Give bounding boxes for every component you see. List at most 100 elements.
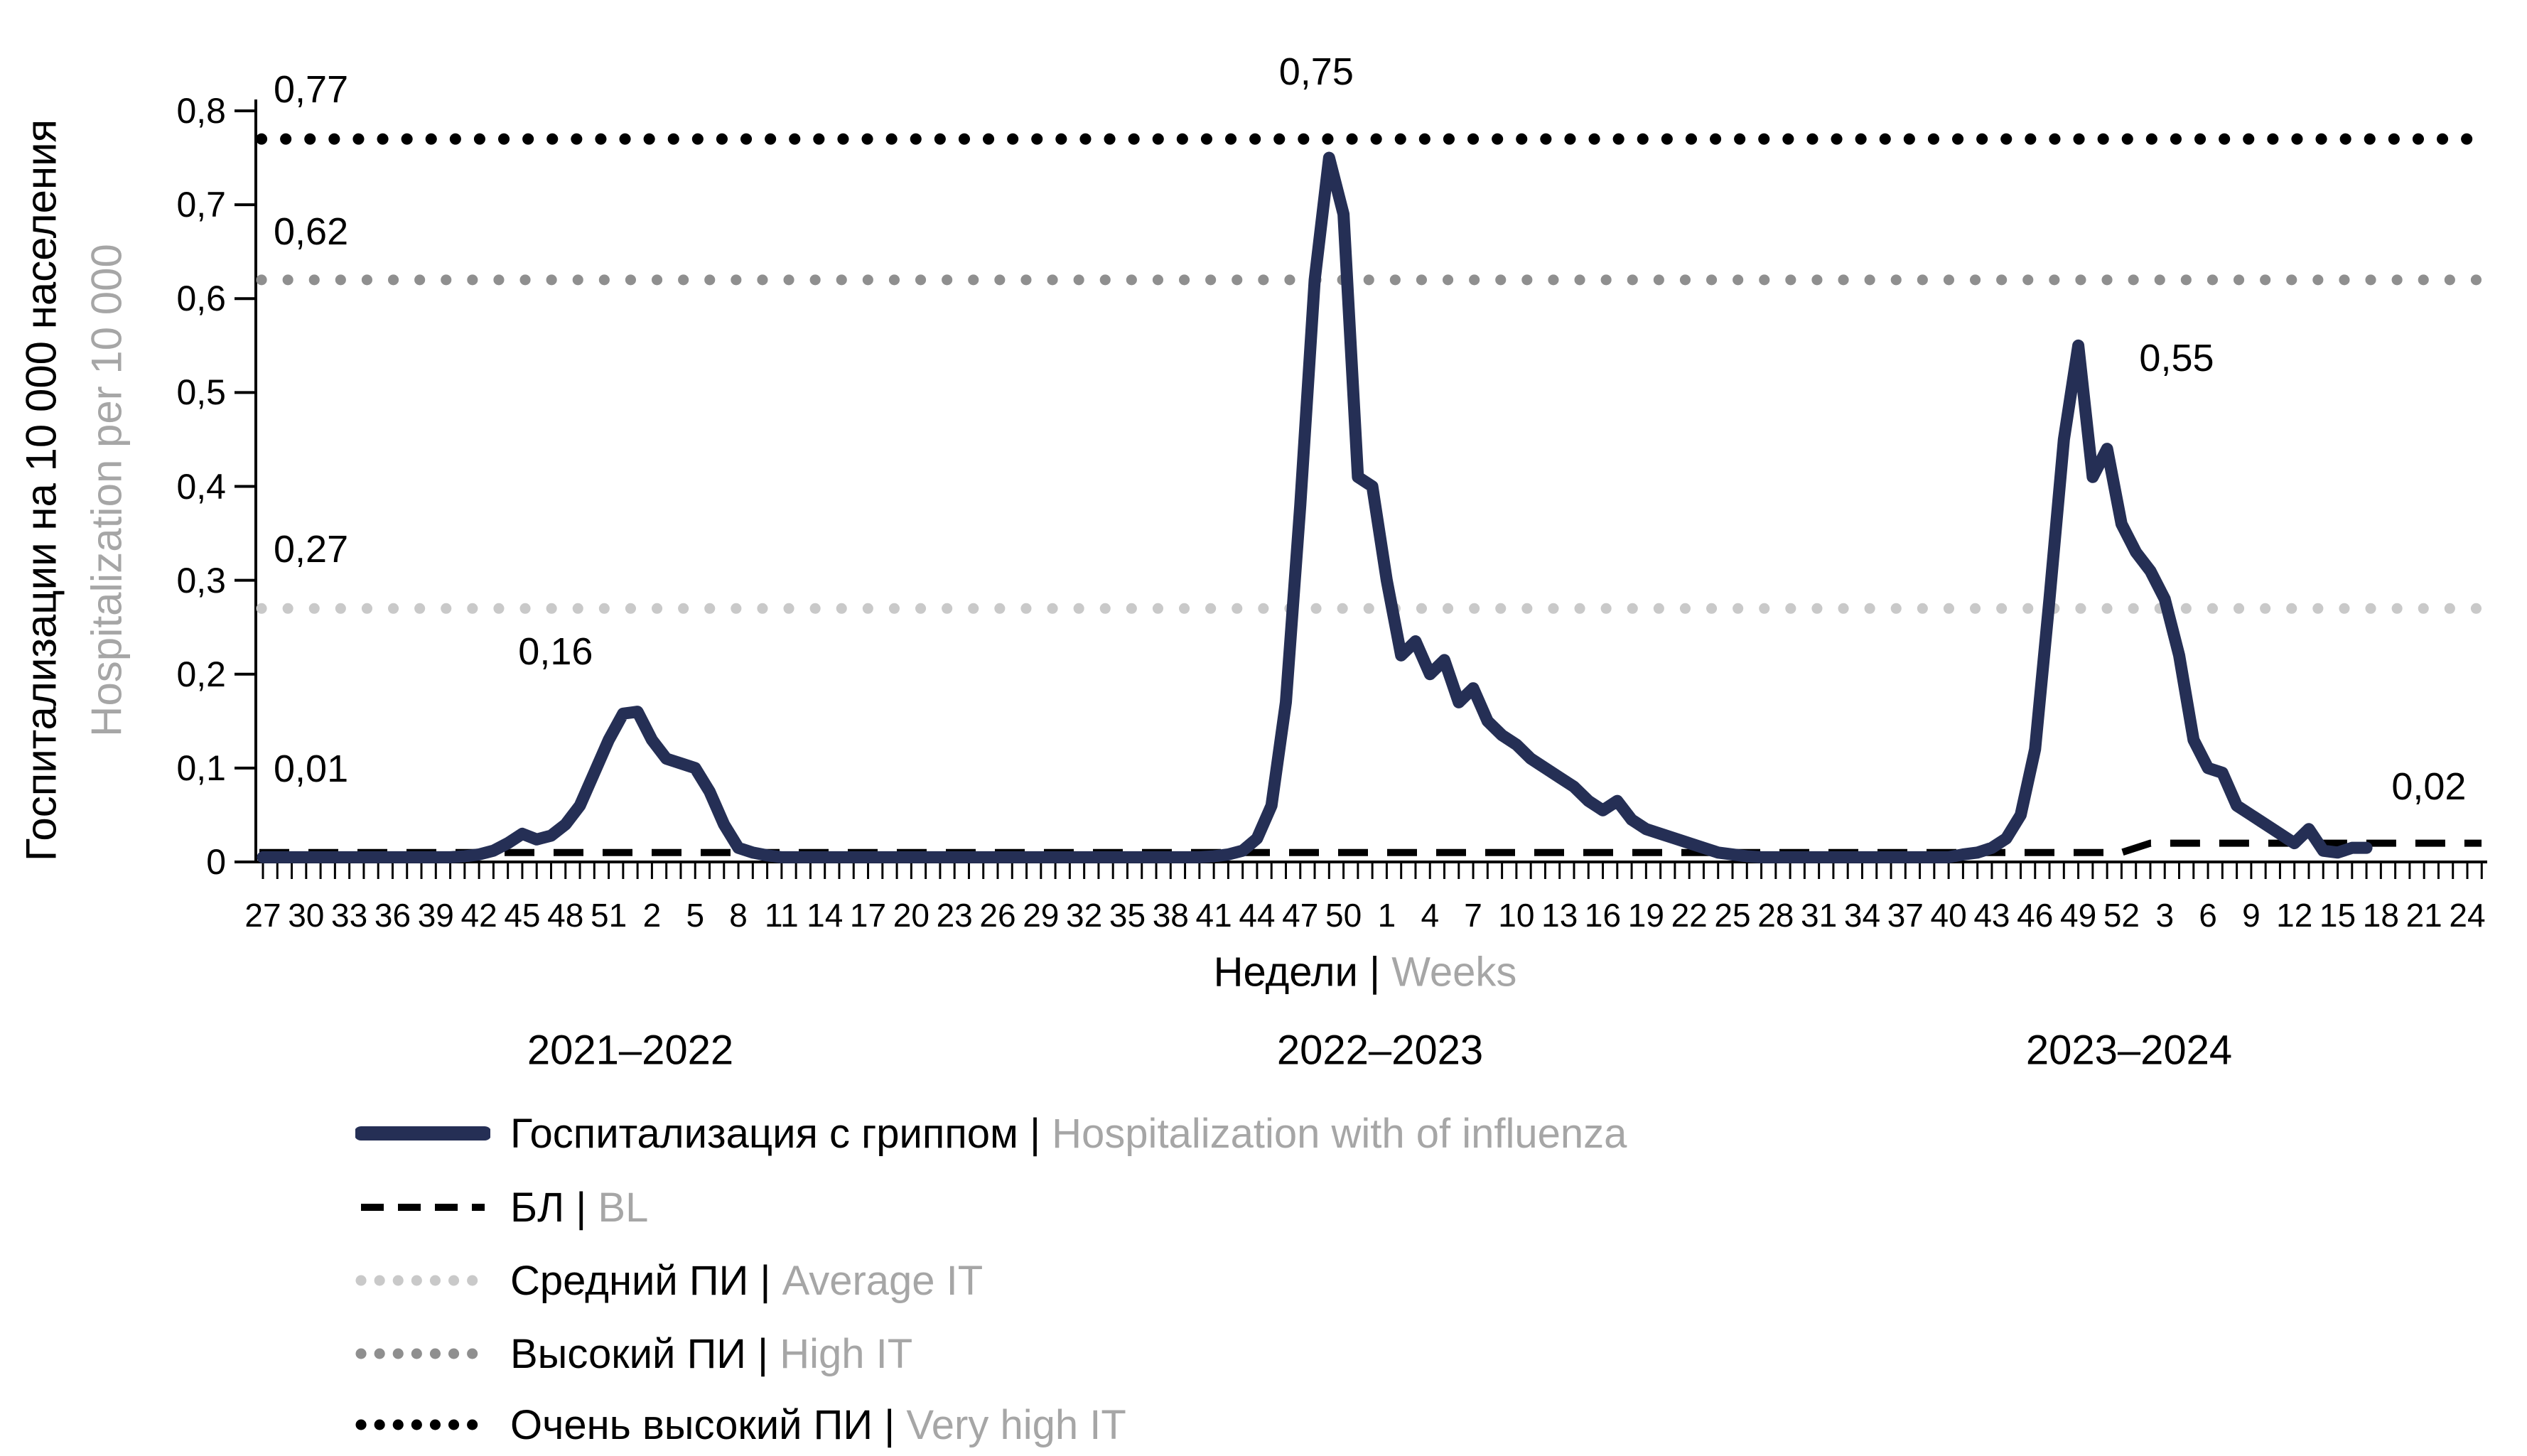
legend-swatch-dotted: [355, 1348, 490, 1359]
legend-label-ru: Очень высокий ПИ |: [510, 1401, 895, 1448]
x-tick-label: 34: [1843, 897, 1881, 934]
x-tick-label: 28: [1757, 897, 1794, 934]
legend-swatch-dotted: [355, 1419, 490, 1430]
x-tick-label: 41: [1195, 897, 1232, 934]
annotation-0-01: 0,01: [274, 747, 349, 790]
legend-label-en: High IT: [768, 1330, 913, 1377]
season-label-2021-2022: 2021–2022: [527, 1027, 734, 1074]
annotation-0-02: 0,02: [2391, 765, 2467, 808]
y-tick-label: 0,5: [176, 372, 226, 413]
legend-item-4: Очень высокий ПИ | Very high IT: [355, 1396, 1126, 1453]
annotation-0-55: 0,55: [2139, 337, 2214, 380]
x-tick-label: 47: [1282, 897, 1319, 934]
x-tick-label: 51: [590, 897, 627, 934]
x-tick-label: 39: [417, 897, 454, 934]
legend-item-3: Высокий ПИ | High IT: [355, 1325, 912, 1382]
x-tick-label: 21: [2405, 897, 2442, 934]
x-tick-label: 23: [936, 897, 973, 934]
x-tick-label: 18: [2362, 897, 2399, 934]
legend-label-en: Average IT: [770, 1257, 984, 1304]
x-tick-label: 9: [2242, 897, 2261, 934]
x-tick-label: 30: [288, 897, 325, 934]
x-tick-label: 42: [460, 897, 497, 934]
x-tick-label: 11: [764, 897, 799, 934]
y-tick-label: 0,3: [176, 560, 226, 600]
legend-label-en: BL: [586, 1184, 649, 1231]
x-tick-label: 43: [1973, 897, 2010, 934]
x-tick-label: 49: [2059, 897, 2097, 934]
x-tick-label: 6: [2199, 897, 2217, 934]
x-tick-label: 17: [849, 897, 887, 934]
y-tick-label: 0,6: [176, 279, 226, 319]
y-axis-title-en: Hospitalization per 10 000: [82, 244, 131, 737]
y-axis-title-ru: Госпитализации на 10 000 населения: [17, 119, 65, 862]
x-tick-label: 48: [547, 897, 584, 934]
y-tick-label: 0,4: [176, 466, 226, 507]
x-tick-label: 24: [2449, 897, 2486, 934]
x-tick-label: 5: [686, 897, 705, 934]
x-tick-label: 12: [2276, 897, 2313, 934]
x-tick-label: 32: [1066, 897, 1103, 934]
x-tick-label: 50: [1325, 897, 1362, 934]
legend-swatch-dashed: [361, 1204, 485, 1211]
x-tick-label: 19: [1627, 897, 1664, 934]
annotation-0-16: 0,16: [518, 630, 593, 673]
x-tick-label: 33: [331, 897, 368, 934]
legend-item-2: Средний ПИ | Average IT: [355, 1252, 983, 1309]
x-tick-label: 3: [2155, 897, 2175, 934]
legend-label-ru: Госпитализация с гриппом |: [510, 1110, 1041, 1157]
x-tick-label: 36: [374, 897, 411, 934]
season-label-2023-2024: 2023–2024: [2025, 1027, 2233, 1074]
annotation-0-62: 0,62: [274, 210, 349, 253]
hospitalization-line: [257, 151, 2373, 863]
y-tick-label: 0: [206, 842, 226, 882]
legend-label-ru: Средний ПИ |: [510, 1257, 771, 1304]
annotation-0-27: 0,27: [274, 528, 349, 571]
annotation-0-77: 0,77: [274, 68, 349, 111]
y-tick-label: 0,7: [176, 185, 226, 225]
y-tick-label: 0,8: [176, 91, 226, 131]
legend-item-1: БЛ | BL: [355, 1179, 648, 1236]
y-tick-label: 0,1: [176, 748, 226, 788]
x-tick-label: 2: [642, 897, 662, 934]
x-tick-label: 29: [1023, 897, 1060, 934]
legend-swatch-solid: [355, 1126, 490, 1140]
x-axis-title-en: Weeks: [1391, 949, 1517, 996]
season-label-2022-2023: 2022–2023: [1276, 1027, 1484, 1074]
x-tick-label: 10: [1498, 897, 1535, 934]
x-tick-label: 45: [504, 897, 541, 934]
x-tick-label: 13: [1541, 897, 1578, 934]
annotation-0-75: 0,75: [1278, 50, 1354, 93]
x-tick-label: 7: [1464, 897, 1482, 934]
y-tick-label: 0,2: [176, 654, 226, 694]
x-tick-label: 27: [244, 897, 281, 934]
baseline-bl-line: [259, 839, 2482, 856]
x-tick-label: 35: [1109, 897, 1146, 934]
legend-label-en: Hospitalization with of influenza: [1040, 1110, 1627, 1157]
legend-swatch-dotted: [355, 1275, 490, 1286]
x-tick-label: 4: [1421, 897, 1440, 934]
legend-label-ru: Высокий ПИ |: [510, 1330, 769, 1377]
x-tick-label: 26: [979, 897, 1016, 934]
x-tick-label: 1: [1377, 897, 1396, 934]
x-tick-label: 37: [1887, 897, 1924, 934]
x-tick-label: 15: [2319, 897, 2356, 934]
x-tick-label: 16: [1584, 897, 1622, 934]
legend-label-en: Very high IT: [895, 1401, 1126, 1448]
x-tick-label: 38: [1152, 897, 1189, 934]
legend-label-ru: БЛ |: [510, 1184, 587, 1231]
x-tick-label: 14: [807, 897, 844, 934]
x-tick-label: 8: [729, 897, 748, 934]
x-tick-label: 31: [1801, 897, 1838, 934]
x-tick-label: 25: [1714, 897, 1751, 934]
legend-item-0: Госпитализация с гриппом | Hospitalizati…: [355, 1105, 1627, 1162]
x-tick-label: 44: [1239, 897, 1276, 934]
x-tick-label: 40: [1930, 897, 1967, 934]
x-tick-label: 46: [2017, 897, 2054, 934]
x-tick-label: 52: [2103, 897, 2140, 934]
x-axis-title: Недели | Weeks: [1214, 949, 1517, 996]
x-tick-label: 22: [1671, 897, 1708, 934]
x-axis-title-ru: Недели |: [1213, 949, 1381, 996]
